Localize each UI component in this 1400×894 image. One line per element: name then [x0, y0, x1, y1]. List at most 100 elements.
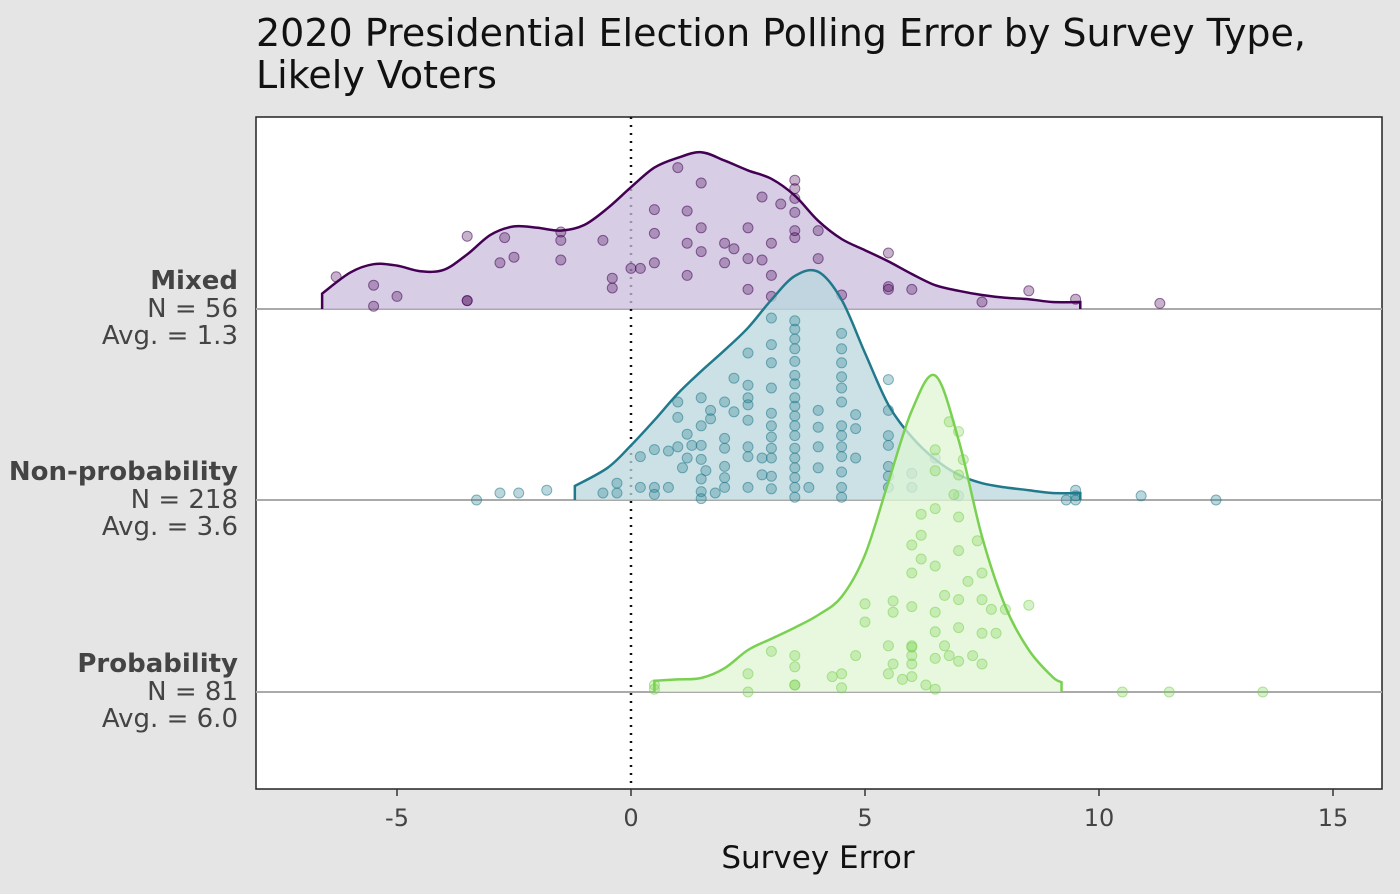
data-point-non-probability — [882, 374, 894, 386]
data-point-non-probability — [812, 421, 824, 433]
data-point-probability — [929, 465, 941, 477]
data-point-probability — [939, 589, 951, 601]
data-point-non-probability — [789, 430, 801, 442]
data-point-mixed — [719, 237, 731, 249]
data-point-mixed — [1023, 285, 1035, 297]
data-point-probability — [882, 668, 894, 680]
data-point-non-probability — [695, 420, 707, 432]
density-fill-non-probability — [574, 270, 1081, 500]
data-point-mixed — [461, 230, 473, 242]
data-point-non-probability — [836, 420, 848, 432]
data-point-probability — [906, 539, 918, 551]
data-point-mixed — [461, 295, 473, 307]
data-point-non-probability — [648, 444, 660, 456]
data-point-non-probability — [765, 339, 777, 351]
data-point-probability — [887, 606, 899, 618]
data-point-non-probability — [709, 487, 721, 499]
data-point-non-probability — [789, 369, 801, 381]
category-n-non-probability: N = 218 — [131, 485, 238, 515]
data-point-non-probability — [803, 481, 815, 493]
data-point-non-probability — [789, 392, 801, 404]
data-point-probability — [971, 535, 983, 547]
data-point-mixed — [391, 290, 403, 302]
data-point-non-probability — [719, 472, 731, 484]
data-point-non-probability — [676, 462, 688, 474]
data-point-probability — [976, 627, 988, 639]
data-point-probability — [887, 595, 899, 607]
data-point-probability — [789, 661, 801, 673]
data-point-probability — [985, 603, 997, 615]
data-point-non-probability — [836, 451, 848, 463]
chart-title-line-1: 2020 Presidential Election Polling Error… — [256, 11, 1307, 55]
data-point-mixed — [499, 232, 511, 244]
data-point-non-probability — [695, 439, 707, 451]
data-point-non-probability — [719, 442, 731, 454]
data-point-non-probability — [836, 430, 848, 442]
data-point-probability — [915, 553, 927, 565]
data-point-probability — [915, 529, 927, 541]
data-point-non-probability — [672, 411, 684, 423]
data-point-probability — [887, 658, 899, 670]
data-point-mixed — [742, 253, 754, 265]
data-point-mixed — [508, 251, 520, 263]
data-point-mixed — [742, 283, 754, 295]
data-point-mixed — [597, 234, 609, 246]
data-point-non-probability — [850, 409, 862, 421]
data-point-probability — [962, 575, 974, 587]
data-point-mixed — [976, 296, 988, 308]
data-point-mixed — [695, 177, 707, 189]
data-point-non-probability — [836, 343, 848, 355]
density-line-mixed — [320, 150, 1082, 309]
data-point-probability — [953, 594, 965, 606]
category-avg-probability: Avg. = 6.0 — [102, 704, 238, 734]
data-point-non-probability — [719, 460, 731, 472]
data-point-non-probability — [695, 392, 707, 404]
density-fill-probability — [654, 374, 1062, 692]
data-point-non-probability — [742, 481, 754, 493]
data-point-non-probability — [742, 414, 754, 426]
data-point-non-probability — [789, 333, 801, 345]
data-point-non-probability — [742, 347, 754, 359]
data-point-mixed — [695, 222, 707, 234]
data-point-probability — [976, 594, 988, 606]
density-fill-mixed — [322, 152, 1081, 309]
data-point-mixed — [606, 272, 618, 284]
data-point-non-probability — [789, 462, 801, 474]
data-point-non-probability — [681, 428, 693, 440]
density-line-probability — [653, 373, 1063, 692]
data-point-non-probability — [597, 487, 609, 499]
ridges-group — [256, 117, 1382, 787]
data-point-mixed — [625, 262, 637, 274]
data-point-mixed — [494, 257, 506, 269]
data-point-non-probability — [789, 491, 801, 503]
data-point-probability — [929, 606, 941, 618]
data-point-non-probability — [705, 413, 717, 425]
data-point-non-probability — [836, 441, 848, 453]
data-point-non-probability — [789, 472, 801, 484]
data-point-non-probability — [765, 442, 777, 454]
data-point-non-probability — [611, 487, 623, 499]
data-point-probability — [859, 598, 871, 610]
data-point-non-probability — [1135, 490, 1147, 502]
data-point-non-probability — [765, 382, 777, 394]
data-point-probability — [920, 679, 932, 691]
data-point-non-probability — [662, 445, 674, 457]
x-tick-label: -5 — [385, 804, 409, 832]
data-point-probability — [1023, 599, 1035, 611]
data-point-probability — [929, 652, 941, 664]
chart-title: 2020 Presidential Election Polling Error… — [256, 12, 1306, 96]
data-point-mixed — [882, 247, 894, 259]
data-point-probability — [976, 567, 988, 579]
data-point-non-probability — [789, 400, 801, 412]
data-point-non-probability — [765, 431, 777, 443]
category-avg-mixed: Avg. = 1.3 — [102, 321, 238, 351]
data-point-mixed — [681, 205, 693, 217]
category-name-non-probability: Non-probability — [9, 457, 238, 487]
data-point-non-probability — [742, 441, 754, 453]
data-point-non-probability — [756, 452, 768, 464]
data-point-non-probability — [789, 442, 801, 454]
data-point-probability — [953, 622, 965, 634]
data-point-non-probability — [789, 323, 801, 335]
data-point-mixed — [789, 232, 801, 244]
